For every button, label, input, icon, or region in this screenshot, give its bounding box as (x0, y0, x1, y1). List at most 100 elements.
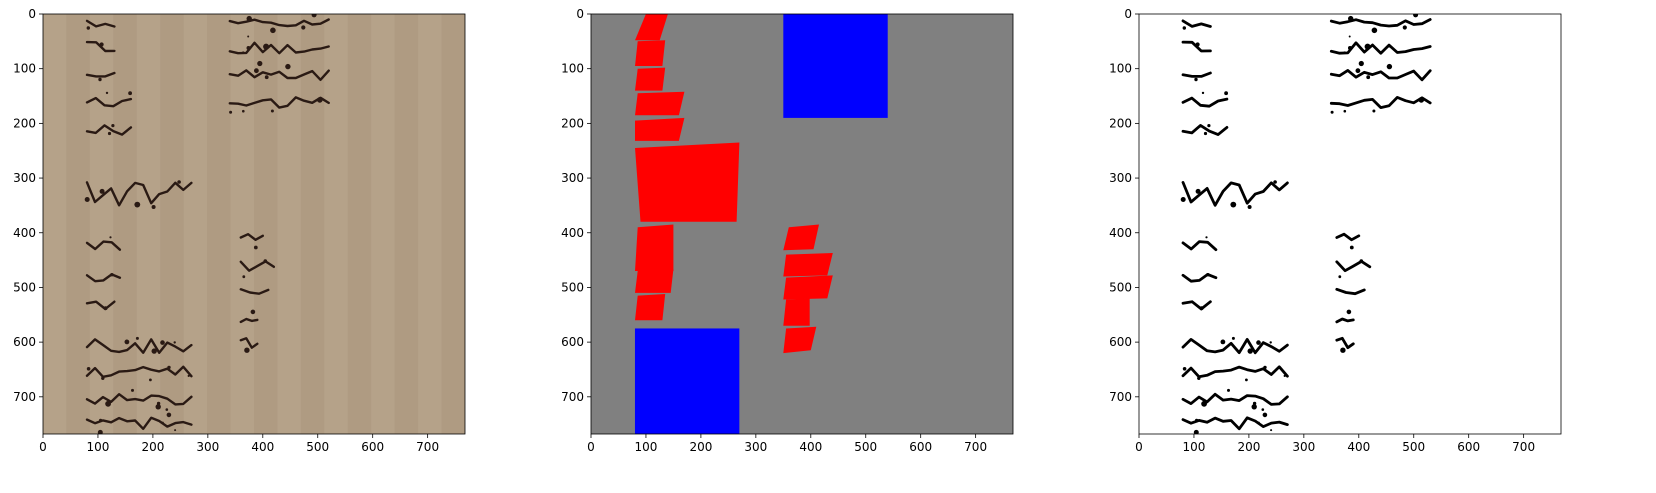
x-tick-label-2-5: 500 (1402, 440, 1425, 454)
ink-blot-9-3 (246, 15, 252, 22)
ink-stroke-13 (1335, 232, 1361, 242)
ink-blot-12-1 (1330, 110, 1334, 114)
ink-stroke-7 (85, 273, 122, 283)
ink-blot-11-1 (1366, 75, 1371, 80)
ink-blot-1-0 (99, 42, 104, 47)
ink-blot-20-0 (1227, 388, 1230, 392)
ink-blot-18-4 (1256, 340, 1261, 345)
y-tick-label-0-5: 500 (13, 280, 36, 294)
image-background (1139, 14, 1561, 434)
ink-blot-5-1 (1195, 188, 1201, 194)
x-tick-label-0-2: 200 (141, 440, 164, 454)
x-tick-label-2-1: 100 (1182, 440, 1205, 454)
ink-blot-9-1 (1413, 14, 1419, 18)
ink-blot-9-2 (1371, 27, 1378, 34)
ink-blot-5-3 (1247, 205, 1252, 209)
red-region-11 (783, 275, 833, 300)
y-tick-label-2-4: 400 (1109, 226, 1132, 240)
ink-blot-19-0 (1283, 374, 1286, 377)
ink-blot-21-0 (166, 412, 172, 418)
ink-blot-3-1 (1201, 91, 1205, 95)
x-tick-label-1-5: 500 (854, 440, 877, 454)
blue-region-0 (783, 14, 888, 118)
ink-stroke-16 (1335, 317, 1355, 324)
x-tick-label-1-2: 200 (689, 440, 712, 454)
ink-blot-12-3 (242, 109, 245, 113)
ink-blot-6-0 (1205, 236, 1208, 239)
y-tick-label-0-3: 300 (13, 171, 36, 185)
ink-blot-11-1 (264, 75, 269, 80)
ink-blot-19-2 (167, 365, 171, 370)
ink-blot-13-0 (253, 245, 258, 250)
ink-blot-10-1 (1343, 51, 1346, 54)
panel-image-0 (43, 14, 465, 434)
blue-region-1 (634, 328, 740, 434)
ink-blot-12-2 (270, 109, 274, 113)
ink-blot-15-0 (1338, 275, 1342, 279)
ink-blot-9-1 (311, 14, 317, 18)
ink-blot-20-2 (165, 408, 169, 411)
y-tick-label-0-1: 100 (13, 62, 36, 76)
paper-stripe-4 (136, 14, 161, 434)
ink-blot-0-0 (1182, 26, 1187, 30)
ink-stroke-7 (1181, 273, 1218, 283)
red-region-7 (635, 269, 674, 293)
ink-stroke-11 (1329, 69, 1432, 82)
ink-blot-20-1 (155, 404, 161, 410)
ink-blot-18-2 (124, 339, 130, 345)
red-region-1 (635, 40, 666, 66)
ink-blot-3-0 (1224, 91, 1228, 96)
ink-stroke-13 (239, 233, 264, 241)
ink-blot-12-1 (229, 110, 233, 114)
ink-blot-6-0 (109, 236, 112, 239)
x-tick-label-1-6: 600 (909, 440, 932, 454)
ink-blot-4-0 (111, 124, 115, 128)
ink-stroke-6 (1181, 240, 1218, 252)
ink-blot-8-0 (103, 306, 108, 311)
ink-blot-19-1 (1245, 378, 1248, 382)
y-tick-label-2-6: 600 (1109, 335, 1132, 349)
ink-blot-15-0 (242, 275, 246, 279)
ink-blot-9-2 (270, 27, 276, 34)
ink-blot-8-0 (1199, 306, 1204, 311)
ink-blot-16-0 (250, 309, 256, 315)
ink-blot-3-1 (105, 91, 109, 95)
ink-blot-18-3 (173, 341, 176, 344)
ink-stroke-15 (239, 288, 270, 295)
x-tick-label-2-4: 400 (1347, 440, 1370, 454)
panel-binarized-regions: 0 100 200 300 400 500 600 700 0 100 200 300 400 500 60… (1109, 7, 1562, 454)
ink-blot-14-0 (1359, 259, 1364, 263)
y-tick-label-2-3: 300 (1109, 171, 1132, 185)
red-region-0 (635, 14, 668, 41)
ink-stroke-3 (1181, 96, 1229, 108)
x-tick-label-0-5: 500 (306, 440, 329, 454)
ink-blot-14-0 (263, 259, 268, 263)
paper-stripe-6 (183, 14, 208, 434)
ink-blot-10-0 (247, 35, 250, 38)
x-tick-label-0-1: 100 (86, 440, 109, 454)
ink-stroke-4 (85, 124, 133, 136)
ink-blot-7-0 (110, 273, 114, 277)
y-tick-label-1-2: 200 (561, 116, 584, 130)
ink-blot-11-0 (1386, 63, 1393, 70)
ink-stroke-18 (1181, 338, 1289, 355)
paper-stripe-8 (230, 14, 254, 434)
axes-frame-0 (42, 13, 466, 435)
red-region-5 (635, 142, 740, 222)
ink-blot-19-3 (1197, 376, 1201, 380)
image-background (43, 14, 465, 434)
red-region-4 (635, 117, 685, 141)
ink-blot-21-3 (1195, 418, 1199, 422)
ink-blot-11-0 (285, 63, 291, 70)
ink-blot-5-2 (177, 180, 181, 184)
y-tick-label-0-6: 600 (13, 335, 36, 349)
ink-blot-3-0 (128, 91, 133, 96)
ink-blot-21-2 (97, 429, 103, 434)
ink-stroke-18 (85, 338, 193, 354)
x-tick-label-0-6: 600 (361, 440, 384, 454)
ink-blot-19-4 (1182, 367, 1187, 371)
paper-stripe-2 (89, 14, 114, 434)
ink-blot-10-1 (242, 51, 245, 54)
paper-stripe-10 (277, 14, 301, 434)
ink-blot-9-0 (301, 25, 306, 30)
